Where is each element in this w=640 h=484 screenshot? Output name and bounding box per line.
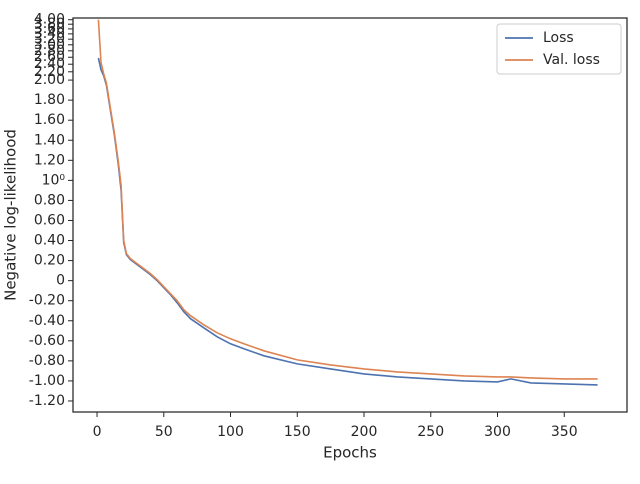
y-tick-label: 2.60: [34, 49, 65, 65]
y-tick-label: 2.00: [34, 72, 65, 88]
legend-label: Val. loss: [543, 52, 600, 68]
x-tick-label: 150: [284, 424, 311, 440]
plot-frame: [72, 17, 628, 413]
y-tick-label: 0.80: [34, 192, 65, 208]
x-tick-label: 0: [93, 424, 102, 440]
y-tick-label: 0.60: [34, 212, 65, 228]
x-tick-label: 100: [217, 424, 244, 440]
x-axis-label: Epochs: [323, 444, 377, 462]
y-tick-label: -0.80: [29, 353, 65, 369]
series-line: [97, 57, 598, 386]
y-tick-label: 3.00: [34, 37, 65, 53]
y-tick-label: 1.60: [34, 112, 65, 128]
y-tick-label: 3.80: [34, 16, 65, 32]
y-tick-label: 1.80: [34, 92, 65, 108]
y-axis-label: Negative log-likelihood: [2, 129, 20, 301]
y-tick-label: -0.60: [29, 333, 65, 349]
y-tick-label: 3.60: [34, 21, 65, 37]
legend-label: Loss: [543, 30, 574, 46]
y-tick-label: 1.20: [34, 152, 65, 168]
legend: Loss Val. loss: [496, 23, 622, 75]
y-tick-label: 0.20: [34, 253, 65, 269]
y-tick-label: -0.20: [29, 293, 65, 309]
y-tick-label: 1.40: [34, 132, 65, 148]
y-tick-label: -1.00: [29, 373, 65, 389]
legend-box: [496, 23, 622, 75]
y-tick-label: -1.20: [29, 393, 65, 409]
y-tick-label: 2.80: [34, 43, 65, 59]
y-tick-label: 0: [56, 273, 65, 289]
x-tick-label: 200: [351, 424, 378, 440]
x-tick-label: 250: [417, 424, 444, 440]
series-line: [97, 19, 598, 380]
x-tick-label: 300: [484, 424, 511, 440]
y-tick-label: 10⁰: [42, 172, 66, 188]
y-tick-label: 2.40: [34, 56, 65, 72]
y-tick-label: 4.00: [34, 12, 65, 28]
y-tick-label: 3.20: [34, 31, 65, 47]
y-tick-label: 0.40: [34, 233, 65, 249]
x-tick-label: 50: [155, 424, 173, 440]
x-tick-label: 350: [551, 424, 578, 440]
y-tick-label: 2.20: [34, 64, 65, 80]
y-tick-label: 3.40: [34, 26, 65, 42]
y-tick-label: -0.40: [29, 313, 65, 329]
